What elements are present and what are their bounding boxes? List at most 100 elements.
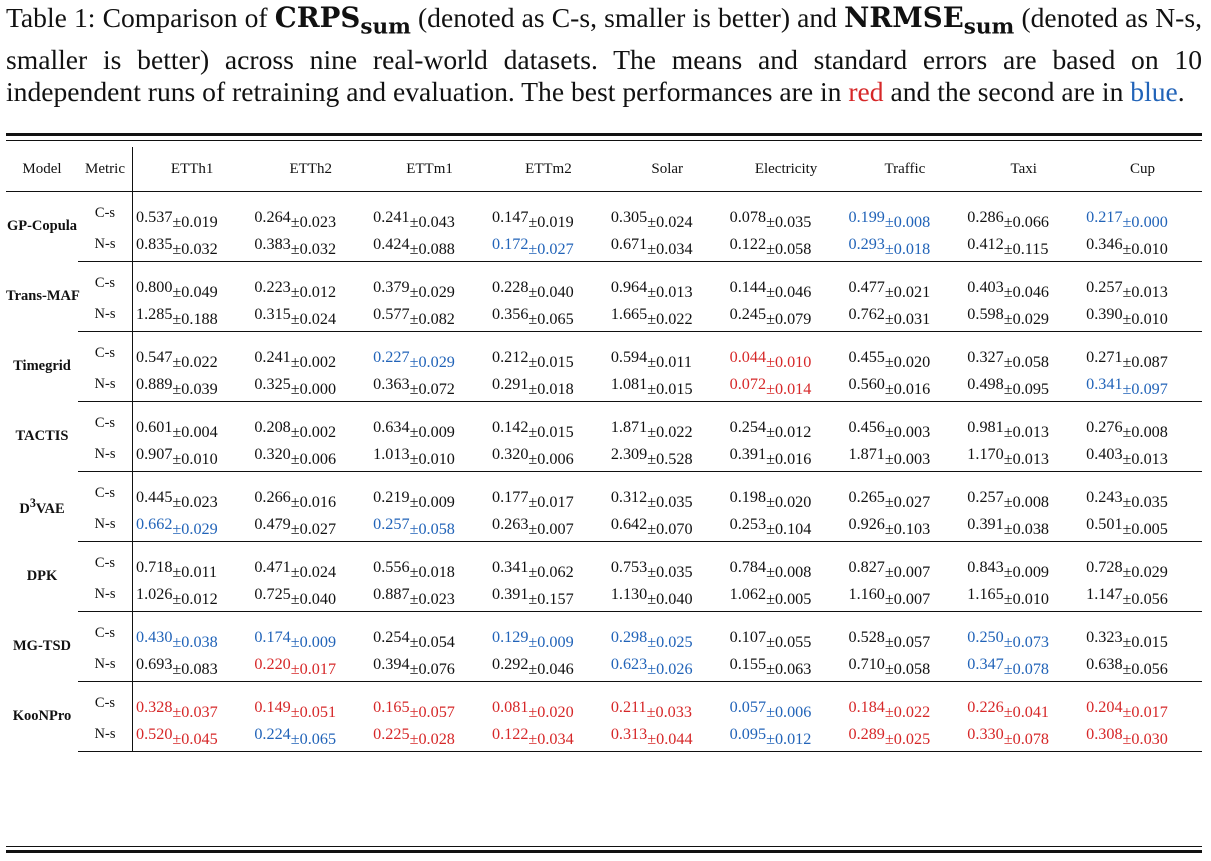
cell-stderr: ±0.016 [766,449,812,468]
table-cell: 0.147±0.019 [489,192,608,231]
cell-stderr: ±0.078 [1003,659,1050,678]
cell-stderr: ±0.029 [409,283,455,301]
cell-stderr: ±0.015 [528,353,574,371]
cell-stderr: ±0.009 [528,633,574,651]
cell-stderr: ±0.023 [409,589,455,608]
header-row: Model Metric ETTh1 ETTh2 ETTm1 ETTm2 Sol… [6,147,1202,192]
cell-mean: 0.122 [729,234,767,253]
cell-stderr: ±0.005 [1122,519,1168,538]
cell-mean: 0.313 [610,724,648,743]
cell-mean: 0.827 [848,558,885,576]
table-cell: 0.800±0.049 [133,262,252,301]
header-electricity: Electricity [726,147,846,192]
table-cell: 0.220±0.017 [251,647,371,682]
cell-stderr: ±0.083 [172,659,218,678]
cell-stderr: ±0.049 [172,283,218,301]
cell-mean: 0.223 [254,278,291,296]
metric-label: N-s [78,367,133,402]
table-cell: 0.827±0.007 [845,542,964,581]
cell-mean: 0.122 [491,724,529,743]
cell-stderr: ±0.011 [172,563,218,581]
table-cell: 0.144±0.046 [727,262,846,301]
cell-mean: 1.160 [848,584,885,603]
cell-mean: 0.843 [967,558,1004,576]
cell-mean: 0.291 [491,374,529,393]
table-cell: 0.330±0.078 [964,717,1084,752]
cell-stderr: ±0.058 [409,519,455,538]
table-cell: 0.320±0.006 [488,437,608,472]
table-row: D3VAE C-s 0.445±0.023 0.266±0.016 0.219±0.00… [6,471,1202,516]
cell-stderr: ±0.007 [884,589,931,608]
table-cell: 0.926±0.103 [845,507,965,542]
cell-stderr: ±0.035 [647,563,693,581]
table-row: N-s 1.026±0.012 0.725±0.040 0.887±0.023 0.39… [6,577,1202,612]
cell-stderr: ±0.041 [1003,703,1050,721]
table-cell: 0.479±0.027 [251,507,371,542]
metric-label: N-s [78,507,133,542]
cell-mean: 0.964 [610,278,648,296]
cell-stderr: ±0.079 [766,309,812,328]
cell-mean: 0.257 [967,488,1004,506]
metric-label: C-s [78,401,133,437]
cell-mean: 0.147 [491,208,529,226]
cell-mean: 0.327 [967,348,1004,366]
metric-label: C-s [78,541,133,577]
cell-stderr: ±0.016 [290,493,337,511]
cell-mean: 0.728 [1086,558,1123,576]
table-cell: 1.081±0.015 [607,367,727,402]
cell-stderr: ±0.043 [409,213,455,231]
cell-mean: 0.520 [136,724,173,743]
table-row: GP-Copula C-s 0.537±0.019 0.264±0.023 0.241±… [6,191,1202,234]
cell-mean: 0.889 [136,374,173,393]
cell-stderr: ±0.087 [1122,353,1168,371]
caption-end: . [1177,75,1185,107]
table-row: MG-TSD C-s 0.430±0.038 0.174±0.009 0.254±0.0… [6,611,1202,654]
table-cell: 0.257±0.013 [1083,262,1202,301]
header-taxi: Taxi [964,147,1084,192]
cell-stderr: ±0.015 [1122,633,1168,651]
caption-middle: (denoted as C-s, smaller is better) and [410,2,845,33]
cell-mean: 0.198 [729,488,767,506]
header-cup: Cup [1083,147,1202,192]
cell-mean: 1.081 [610,374,648,393]
model-name: KooNPro [12,708,72,724]
cell-mean: 0.577 [373,304,410,323]
cell-stderr: ±0.027 [290,519,337,538]
metric-label: N-s [78,437,133,472]
table-cell: 0.642±0.070 [607,507,727,542]
cell-stderr: ±0.029 [1003,309,1050,328]
cell-stderr: ±0.072 [409,379,455,398]
cell-stderr: ±0.023 [290,213,337,231]
cell-mean: 0.391 [729,444,767,463]
table-cell: 0.537±0.019 [133,192,252,231]
cell-stderr: ±0.065 [528,309,574,328]
model-name: GP-Copula [6,218,78,235]
table-cell: 1.665±0.022 [607,297,727,332]
cell-stderr: ±0.035 [766,213,812,231]
table-cell: 0.728±0.029 [1083,542,1202,581]
caption-blue-word: blue [1130,75,1178,107]
table-cell: 0.228±0.040 [489,262,608,301]
table-cell: 0.471±0.024 [251,542,370,581]
cell-mean: 0.129 [491,628,529,646]
cell-stderr: ±0.115 [1003,239,1049,258]
cell-stderr: ±0.018 [528,379,574,398]
cell-stderr: ±0.034 [647,239,693,258]
cell-stderr: ±0.027 [884,493,931,511]
cell-mean: 0.276 [1086,418,1123,436]
cell-mean: 0.671 [610,234,648,253]
cell-stderr: ±0.008 [1003,493,1050,511]
cell-stderr: ±0.010 [1122,239,1168,258]
cell-mean: 0.762 [848,304,885,323]
metric-label: C-s [78,471,133,507]
cell-mean: 0.208 [254,418,291,436]
table-cell: 0.346±0.010 [1083,227,1202,262]
cell-mean: 0.784 [729,558,767,576]
cell-mean: 0.312 [610,488,648,506]
table-cell: 0.835±0.032 [132,227,252,262]
cell-stderr: ±0.054 [409,633,455,651]
table-cell: 0.149±0.051 [251,682,370,721]
cell-stderr: ±0.013 [1003,449,1050,468]
cell-mean: 1.871 [848,444,885,463]
top-rule-thick [6,133,1202,136]
